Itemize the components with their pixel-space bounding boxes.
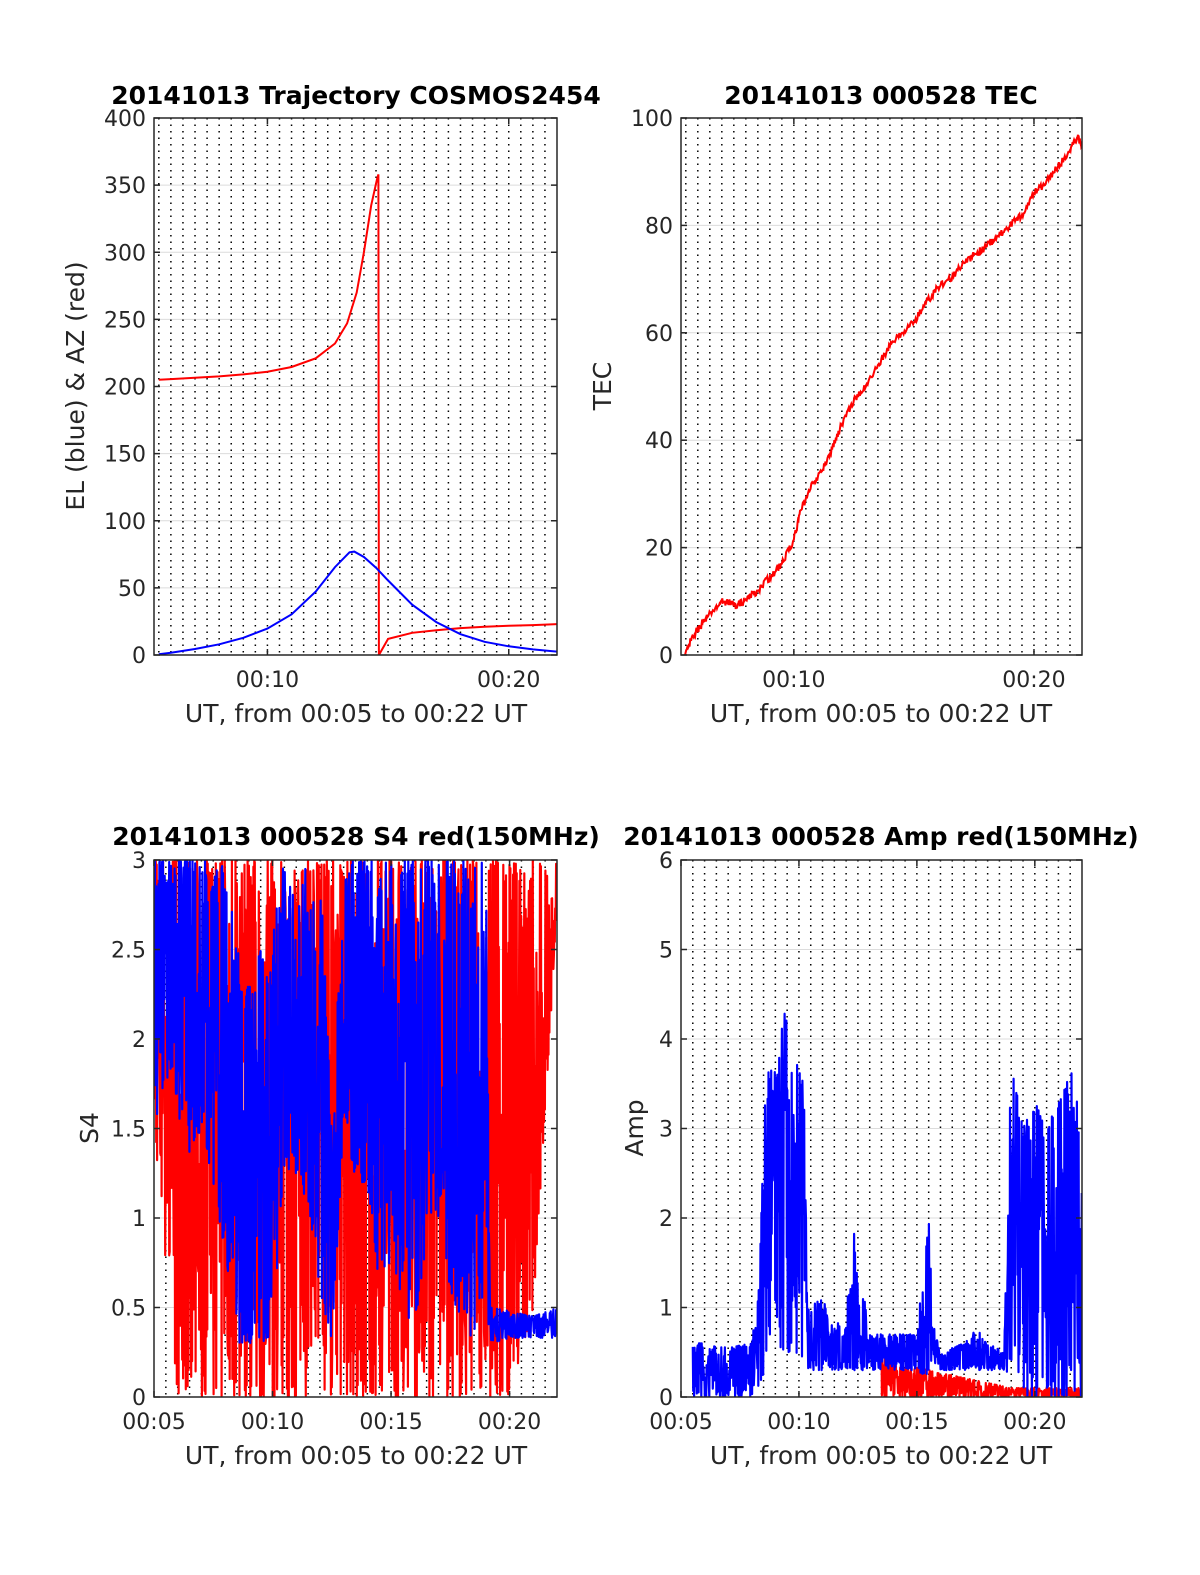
- x-tick-label: 00:10: [762, 668, 825, 693]
- series-line: [684, 134, 1082, 655]
- x-axis-label: UT, from 00:05 to 00:22 UT: [185, 699, 528, 728]
- y-tick-label: 20: [645, 537, 673, 562]
- y-axis-label: Amp: [620, 1099, 649, 1156]
- y-tick-label: 1.5: [111, 1118, 146, 1143]
- y-tick-label: 1: [132, 1207, 146, 1232]
- axes-frame: [680, 117, 1083, 656]
- y-tick-label: 0: [659, 644, 673, 669]
- y-axis-label: EL (blue) & AZ (red): [61, 261, 90, 510]
- trajectory-panel: 20141013 Trajectory COSMOS2454 UT, from …: [61, 81, 601, 728]
- chart-title: 20141013 000528 S4 red(150MHz): [112, 822, 600, 851]
- y-tick-label: 100: [104, 510, 146, 535]
- y-tick-label: 5: [659, 939, 673, 964]
- x-tick-label: 00:05: [122, 1410, 185, 1435]
- y-tick-label: 0: [659, 1386, 673, 1411]
- x-tick-label: 00:20: [1003, 1410, 1066, 1435]
- y-tick-label: 1: [659, 1297, 673, 1322]
- chart-title: 20141013 000528 TEC: [724, 81, 1037, 110]
- y-tick-label: 150: [104, 443, 146, 468]
- x-tick-label: 00:20: [477, 668, 540, 693]
- y-tick-label: 250: [104, 308, 146, 333]
- series-line: [158, 550, 557, 655]
- amp-panel: 20141013 000528 Amp red(150MHz) UT, from…: [620, 822, 1139, 1470]
- y-tick-label: 100: [631, 107, 673, 132]
- series-line: [691, 1012, 1082, 1397]
- chart-title: 20141013 000528 Amp red(150MHz): [623, 822, 1139, 851]
- s4-panel: 20141013 000528 S4 red(150MHz) UT, from …: [75, 822, 600, 1470]
- x-tick-label: 00:15: [359, 1410, 422, 1435]
- tec-panel: 20141013 000528 TEC UT, from 00:05 to 00…: [588, 81, 1083, 728]
- y-tick-label: 80: [645, 214, 673, 239]
- plot-area: [681, 118, 1082, 655]
- y-tick-label: 3: [659, 1118, 673, 1143]
- y-tick-label: 400: [104, 107, 146, 132]
- y-axis-label: S4: [75, 1112, 104, 1144]
- y-tick-label: 0.5: [111, 1297, 146, 1322]
- chart-title: 20141013 Trajectory COSMOS2454: [111, 81, 601, 110]
- y-tick-label: 0: [132, 644, 146, 669]
- y-tick-label: 0: [132, 1386, 146, 1411]
- y-tick-label: 2.5: [111, 939, 146, 964]
- x-axis-label: UT, from 00:05 to 00:22 UT: [710, 1441, 1053, 1470]
- y-tick-label: 4: [659, 1028, 673, 1053]
- y-tick-label: 3: [132, 849, 146, 874]
- series-line: [158, 174, 557, 655]
- x-tick-label: 00:10: [236, 668, 299, 693]
- y-tick-label: 40: [645, 429, 673, 454]
- y-tick-label: 50: [118, 577, 146, 602]
- x-tick-label: 00:05: [649, 1410, 712, 1435]
- x-tick-label: 00:20: [478, 1410, 541, 1435]
- x-axis-label: UT, from 00:05 to 00:22 UT: [710, 699, 1053, 728]
- y-tick-label: 350: [104, 174, 146, 199]
- y-tick-label: 200: [104, 376, 146, 401]
- x-axis-label: UT, from 00:05 to 00:22 UT: [185, 1441, 528, 1470]
- x-tick-label: 00:10: [241, 1410, 304, 1435]
- y-tick-label: 2: [132, 1028, 146, 1053]
- series-line: [154, 860, 557, 1344]
- x-tick-label: 00:20: [1002, 668, 1065, 693]
- y-tick-label: 300: [104, 241, 146, 266]
- y-tick-label: 2: [659, 1207, 673, 1232]
- x-tick-label: 00:15: [885, 1410, 948, 1435]
- x-tick-label: 00:10: [767, 1410, 830, 1435]
- y-tick-label: 6: [659, 849, 673, 874]
- y-tick-label: 60: [645, 322, 673, 347]
- y-axis-label: TEC: [588, 362, 617, 412]
